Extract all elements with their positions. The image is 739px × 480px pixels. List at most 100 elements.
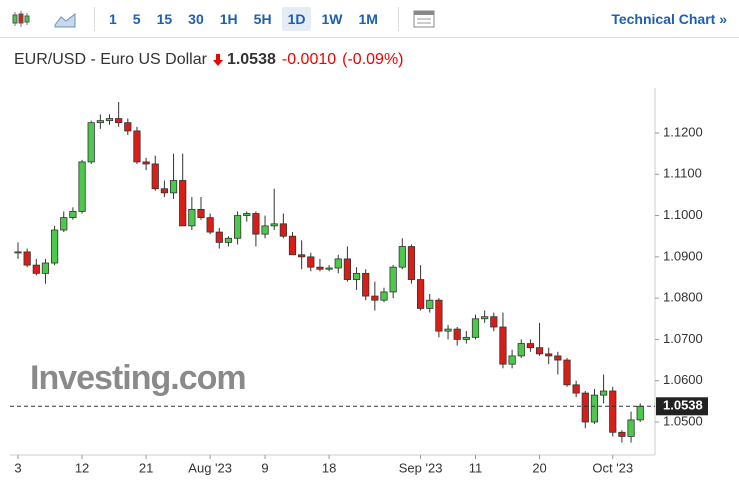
interval-button[interactable]: 5 [132, 10, 141, 27]
candle-body [535, 347, 544, 355]
interval-button[interactable]: 5H [253, 10, 272, 27]
candle-body [407, 246, 416, 280]
x-tick-label: 3 [14, 460, 21, 475]
interval-button[interactable]: 15 [156, 10, 173, 27]
candle-body [307, 256, 315, 268]
down-arrow [212, 54, 223, 66]
candle-body [380, 291, 388, 301]
candle-body [481, 316, 489, 320]
toolbar: 1 5 15 30 1H 5H 1D 1W 1M Technical Chart » [0, 0, 739, 38]
y-tick-label: 1.0800 [663, 290, 703, 305]
candle-body [398, 246, 406, 268]
candle-body [453, 328, 461, 340]
candle-body [243, 213, 251, 216]
y-tick-label: 1.0600 [663, 372, 703, 387]
candle-body [554, 355, 562, 361]
candle-body [590, 394, 599, 423]
candle-body [334, 258, 342, 269]
indicator-icon[interactable] [413, 10, 435, 28]
candle-body [600, 390, 608, 396]
candle-body [627, 419, 635, 437]
candle-body [343, 258, 352, 280]
candle-body [233, 215, 242, 239]
area-icon[interactable] [54, 10, 76, 28]
interval-button[interactable]: 1H [219, 10, 238, 27]
candle-body [636, 405, 644, 421]
percent-change: (-0.09%) [342, 51, 404, 68]
y-tick-label: 1.0900 [663, 248, 703, 263]
candle-body [499, 326, 507, 365]
x-tick-label: 20 [532, 460, 546, 475]
candle-body [188, 208, 196, 227]
candle-body [298, 254, 306, 258]
last-price: 1.0538 [226, 51, 276, 68]
candle-body [288, 235, 297, 256]
interval-button[interactable]: 1M [358, 10, 378, 27]
candle-body [169, 180, 178, 194]
candle-body [581, 392, 589, 423]
candle-body [41, 262, 50, 274]
candle-body [462, 336, 470, 340]
candle-body [96, 120, 104, 124]
candle-body [572, 384, 580, 394]
candle-body [435, 299, 443, 332]
candle-body [444, 328, 452, 332]
candle-body [426, 299, 434, 309]
x-tick-label: Sep '23 [399, 460, 443, 475]
candle-body [60, 217, 68, 231]
candle-body [270, 223, 278, 227]
candle-body [490, 316, 498, 328]
candle-body [618, 431, 626, 437]
interval-button[interactable]: 1W [321, 10, 343, 27]
candle-body [325, 267, 333, 270]
candle-body [14, 251, 22, 254]
candle-body [87, 122, 95, 163]
candle-icon[interactable] [10, 10, 32, 28]
last-price-tag-bg [656, 397, 708, 416]
candle-body [609, 390, 617, 433]
candle-body [32, 264, 40, 274]
candle-body [362, 272, 370, 297]
candle-body [51, 229, 59, 264]
candle-body [215, 231, 223, 243]
candle-body [471, 318, 480, 338]
candle-body [23, 251, 31, 266]
interval-button[interactable]: 1D [281, 6, 312, 31]
x-tick-label: Oct '23 [592, 460, 633, 475]
candle-body [133, 130, 141, 163]
candle-body [197, 208, 205, 219]
x-tick-label: 18 [322, 460, 336, 475]
y-tick-label: 1.0500 [663, 413, 703, 428]
candle-body [115, 118, 123, 124]
instrument-title: EUR/USD - Euro US Dollar [14, 51, 207, 68]
candle-body [508, 355, 516, 365]
technical-chart-link[interactable]: Technical Chart » [611, 11, 727, 27]
candle-body [279, 223, 287, 237]
candle-body [261, 225, 269, 235]
candle-body [224, 237, 233, 243]
x-tick-label: 12 [75, 460, 89, 475]
x-tick-label: Aug '23 [188, 460, 232, 475]
interval-button[interactable]: 1 [109, 10, 117, 27]
candle-body [563, 359, 571, 386]
separator [94, 6, 95, 31]
x-tick-label: 21 [139, 460, 153, 475]
interval-group: 1 5 15 30 1H 5H 1D 1W 1M [103, 6, 388, 31]
candle-body [416, 279, 425, 309]
interval-button[interactable]: 30 [188, 10, 204, 27]
candle-body [78, 161, 86, 212]
y-tick-label: 1.1200 [663, 124, 703, 139]
candle-body [142, 161, 150, 165]
candle-body [105, 118, 114, 122]
separator [397, 6, 399, 31]
candle-body [69, 211, 77, 219]
price-change: -0.0010 [281, 51, 337, 68]
candle-body [151, 163, 159, 190]
x-tick-label: 11 [469, 460, 483, 475]
x-tick-label: 9 [261, 460, 268, 475]
last-price-tag: 1.0538 [663, 398, 703, 413]
candle-body [124, 122, 132, 132]
candle-body [371, 295, 379, 301]
